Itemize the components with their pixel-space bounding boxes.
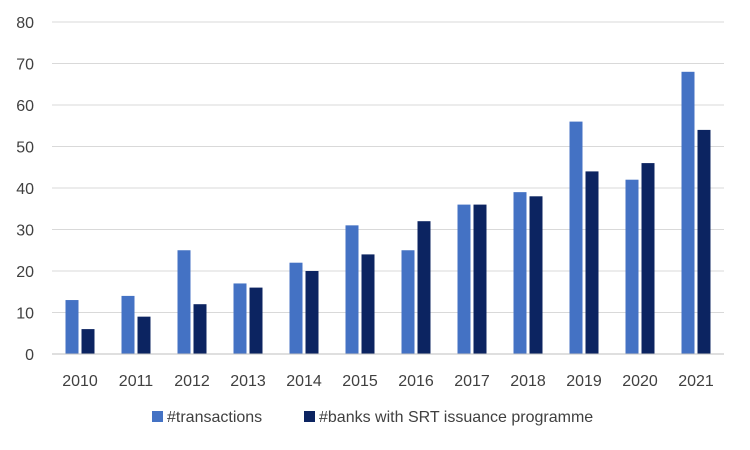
y-tick-label: 60 bbox=[16, 98, 34, 115]
legend: #transactions #banks with SRT issuance p… bbox=[152, 409, 593, 426]
bar-transactions-2015 bbox=[345, 225, 359, 354]
gridlines bbox=[52, 21, 724, 313]
x-tick-label: 2021 bbox=[678, 373, 714, 390]
bar-banks-2021 bbox=[697, 129, 711, 354]
bar-transactions-2012 bbox=[177, 250, 191, 354]
bar-transactions-2018 bbox=[513, 192, 527, 354]
y-tick-label: 20 bbox=[16, 264, 34, 281]
bar-banks-2016 bbox=[417, 221, 431, 354]
bar-transactions-2021 bbox=[681, 71, 695, 355]
y-tick-label: 30 bbox=[16, 223, 34, 240]
y-axis: 0 10 20 30 40 50 60 70 80 bbox=[16, 15, 34, 364]
x-tick-label: 2013 bbox=[230, 373, 266, 390]
bar-banks-2015 bbox=[361, 254, 375, 354]
bar-transactions-2013 bbox=[233, 283, 247, 354]
bar-transactions-2020 bbox=[625, 179, 639, 354]
bar-transactions-2014 bbox=[289, 262, 303, 354]
x-tick-label: 2010 bbox=[62, 373, 98, 390]
y-tick-label: 50 bbox=[16, 140, 34, 157]
x-tick-label: 2011 bbox=[119, 373, 154, 390]
x-tick-label: 2012 bbox=[174, 373, 210, 390]
y-tick-label: 80 bbox=[16, 15, 34, 32]
x-tick-label: 2016 bbox=[398, 373, 434, 390]
bar-banks-2013 bbox=[249, 287, 263, 354]
bar-banks-2014 bbox=[305, 271, 319, 354]
x-tick-label: 2014 bbox=[286, 373, 322, 390]
bar-banks-2017 bbox=[473, 204, 487, 354]
bar-transactions-2016 bbox=[401, 250, 415, 354]
bar-banks-2019 bbox=[585, 171, 599, 354]
bar-transactions-2017 bbox=[457, 204, 471, 354]
x-tick-label: 2019 bbox=[566, 373, 602, 390]
bar-banks-2011 bbox=[137, 316, 151, 354]
legend-label-banks: #banks with SRT issuance programme bbox=[319, 409, 593, 426]
x-axis: 2010 2011 2012 2013 2014 2015 2016 2017 2018 2019… bbox=[52, 353, 724, 390]
bar-transactions-2019 bbox=[569, 121, 583, 354]
bar-banks-2020 bbox=[641, 163, 655, 354]
x-tick-label: 2020 bbox=[622, 373, 658, 390]
bar-transactions-2011 bbox=[121, 295, 135, 354]
bars bbox=[65, 71, 711, 355]
x-tick-label: 2018 bbox=[510, 373, 546, 390]
bar-transactions-2010 bbox=[65, 300, 79, 354]
y-tick-label: 10 bbox=[16, 306, 34, 323]
legend-swatch-banks bbox=[304, 411, 315, 422]
x-tick-label: 2017 bbox=[454, 373, 490, 390]
bar-banks-2018 bbox=[529, 196, 543, 354]
y-tick-label: 0 bbox=[25, 347, 34, 364]
legend-label-transactions: #transactions bbox=[167, 409, 262, 426]
y-tick-label: 70 bbox=[16, 57, 34, 74]
y-tick-label: 40 bbox=[16, 181, 34, 198]
x-tick-label: 2015 bbox=[342, 373, 378, 390]
legend-swatch-transactions bbox=[152, 411, 163, 422]
bar-banks-2012 bbox=[193, 304, 207, 354]
bar-banks-2010 bbox=[81, 329, 95, 354]
